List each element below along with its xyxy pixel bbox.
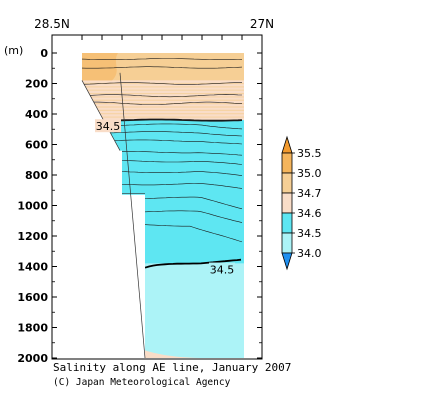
slope-line bbox=[119, 72, 146, 359]
contour-34-5-lower bbox=[144, 258, 242, 269]
contour-labels: 34.5 34.5 bbox=[95, 119, 235, 277]
colorbar-level-label: 34.5 bbox=[297, 227, 322, 240]
contour-line bbox=[81, 82, 242, 85]
colorbar-bottom-arrow bbox=[281, 252, 293, 271]
chart-title: Salinity along AE line, January 2007 bbox=[53, 361, 292, 374]
y-tick-label: 800 bbox=[25, 169, 48, 182]
colorbar-segment bbox=[281, 192, 293, 214]
y-tick-label: 1400 bbox=[17, 261, 48, 274]
colorbar: 35.5 35.0 34.7 34.6 34.5 34.0 bbox=[281, 135, 322, 271]
plot-frame bbox=[51, 34, 263, 360]
y-tick-label: 1000 bbox=[17, 200, 48, 213]
colorbar-top-arrow bbox=[281, 135, 293, 154]
contour-label-bg bbox=[209, 262, 235, 276]
credit-text: (C) Japan Meteorological Agency bbox=[53, 377, 231, 388]
colorbar-segment bbox=[281, 232, 293, 254]
y-tick-label: 400 bbox=[25, 108, 48, 121]
contour-line bbox=[81, 58, 243, 60]
y-tick-label: 1800 bbox=[17, 322, 48, 335]
sea-floor bbox=[52, 53, 145, 358]
colorbar-level-label: 35.5 bbox=[297, 147, 322, 160]
y-tick-label: 1600 bbox=[17, 291, 48, 304]
y-tick-label: 600 bbox=[25, 139, 48, 152]
x-label-right: 27N bbox=[250, 17, 274, 31]
colorbar-level-label: 34.0 bbox=[297, 247, 322, 260]
x-label-left: 28.5N bbox=[34, 17, 70, 31]
contour-line bbox=[81, 94, 243, 98]
floor-pocket bbox=[145, 350, 200, 358]
colorbar-segment bbox=[281, 172, 293, 194]
y-tick-label: 1200 bbox=[17, 230, 48, 243]
contour-label: 34.5 bbox=[96, 120, 121, 133]
colorbar-segment bbox=[281, 152, 293, 174]
surface-patch bbox=[82, 53, 118, 81]
sea-floor-mask bbox=[52, 53, 146, 359]
contour-line bbox=[81, 101, 243, 105]
contour-line bbox=[81, 66, 243, 69]
y-tick-label: 0 bbox=[40, 47, 48, 60]
axes: 0 200 400 600 800 1000 1200 1400 1600 1800 2000 (m)… bbox=[4, 17, 274, 365]
colorbar-level-label: 35.0 bbox=[297, 167, 322, 180]
colorbar-level-label: 34.7 bbox=[297, 187, 322, 200]
contour-label: 34.5 bbox=[210, 264, 235, 277]
y-axis-unit: (m) bbox=[4, 44, 23, 57]
contour-label-bg bbox=[95, 119, 121, 133]
y-tick-label: 2000 bbox=[17, 352, 48, 365]
y-tick-label: 200 bbox=[25, 78, 48, 91]
slope-line bbox=[81, 80, 121, 151]
colorbar-segment bbox=[281, 212, 293, 234]
colorbar-level-label: 34.6 bbox=[297, 207, 322, 220]
